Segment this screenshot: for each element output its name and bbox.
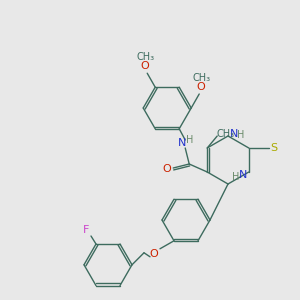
Text: O: O	[141, 61, 150, 71]
Text: N: N	[230, 129, 238, 139]
Text: N: N	[238, 170, 247, 180]
Text: H: H	[185, 135, 193, 145]
Text: H: H	[232, 172, 239, 182]
Text: N: N	[178, 138, 186, 148]
Text: H: H	[237, 130, 245, 140]
Text: O: O	[163, 164, 172, 174]
Text: S: S	[270, 143, 277, 153]
Text: F: F	[83, 225, 89, 235]
Text: CH₃: CH₃	[192, 73, 210, 83]
Text: CH₃: CH₃	[136, 52, 154, 62]
Text: O: O	[150, 249, 158, 259]
Text: CH₃: CH₃	[216, 129, 234, 139]
Text: O: O	[197, 82, 206, 92]
